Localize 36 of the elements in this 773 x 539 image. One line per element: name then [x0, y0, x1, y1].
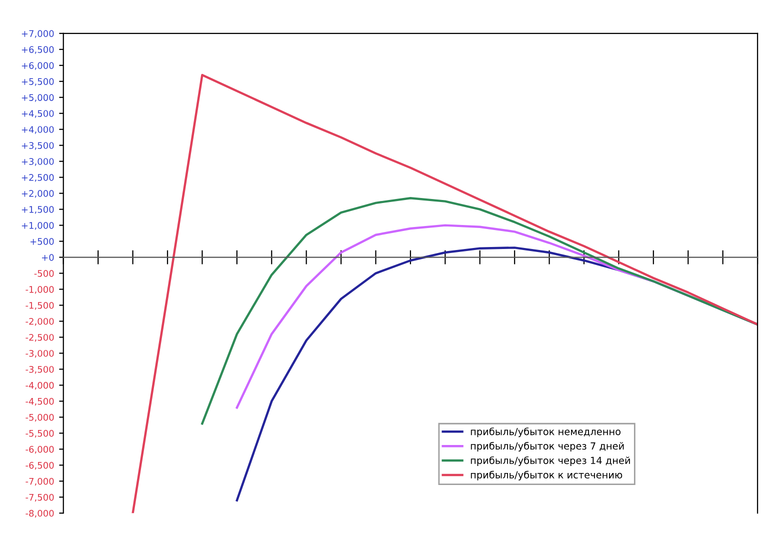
- y-tick-label: -2,000: [26, 318, 54, 326]
- y-tick-label: -1,500: [26, 302, 54, 310]
- y-tick-label: +4,500: [22, 110, 54, 118]
- y-tick-label: -2,500: [26, 334, 54, 342]
- y-tick-label: -7,500: [26, 494, 54, 502]
- y-tick-label: -4,500: [26, 398, 54, 406]
- y-tick-label: +1,000: [22, 222, 54, 230]
- y-tick-label: +0: [42, 254, 54, 261]
- y-tick-label: -500: [34, 270, 54, 277]
- y-tick-label: +6,500: [22, 46, 54, 54]
- legend-label: прибыль/убыток к истечению: [470, 470, 622, 480]
- y-tick-label: +2,500: [22, 174, 54, 182]
- y-tick-label: +6,000: [22, 62, 54, 70]
- legend-label: прибыль/убыток через 14 дней: [470, 456, 630, 466]
- y-tick-label: +500: [30, 238, 54, 245]
- line-series: [132, 74, 758, 514]
- y-tick-label: +5,000: [22, 94, 54, 102]
- y-tick-label: -3,500: [26, 366, 54, 374]
- y-tick-label: +4,000: [22, 126, 54, 134]
- y-tick-label: +1,500: [22, 206, 54, 214]
- y-tick-label: +3,500: [22, 142, 54, 150]
- legend-label: прибыль/убыток через 7 дней: [470, 442, 624, 452]
- y-tick-label: -6,500: [26, 462, 54, 470]
- y-tick-label: -4,000: [26, 382, 54, 390]
- y-tick-label: -3,000: [26, 350, 54, 358]
- legend-label: прибыль/убыток немедленно: [470, 428, 621, 438]
- y-tick-label: +7,000: [22, 30, 54, 38]
- y-tick-label: -5,500: [26, 430, 54, 438]
- y-tick-label: -5,000: [26, 414, 54, 422]
- y-tick-label: -1,000: [26, 286, 54, 294]
- y-tick-label: +3,000: [22, 158, 54, 166]
- y-tick-label: -6,000: [26, 446, 54, 454]
- y-tick-label: +5,500: [22, 78, 54, 86]
- y-tick-label: +2,000: [22, 190, 54, 198]
- y-tick-label: -7,000: [26, 478, 54, 486]
- y-tick-label: -8,000: [26, 510, 54, 518]
